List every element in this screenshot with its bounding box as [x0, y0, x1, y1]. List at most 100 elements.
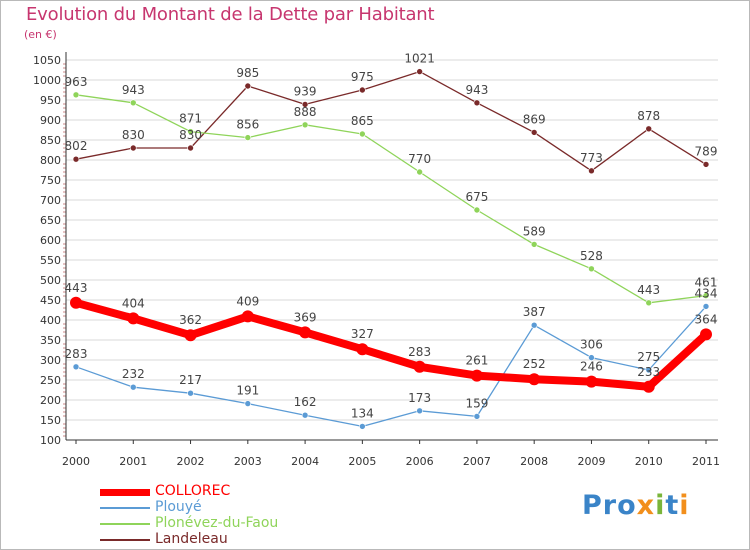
data-label: 283: [65, 347, 88, 361]
y-tick-label: 900: [40, 114, 61, 127]
data-label: 162: [294, 395, 317, 409]
data-label: 1021: [404, 52, 435, 66]
x-tick-label: 2009: [577, 455, 605, 468]
data-label: 675: [465, 190, 488, 204]
series-lines: [72, 70, 710, 428]
x-tick-label: 2011: [692, 455, 720, 468]
unit-label: (en €): [24, 28, 57, 41]
y-tick-label: 750: [40, 174, 61, 187]
axes: 100 150 200 250 300 350 400 450 500 550 600 650 700 7…: [33, 52, 720, 468]
data-label: 275: [637, 350, 660, 364]
data-point: [129, 144, 137, 152]
y-tick-label: 800: [40, 154, 61, 167]
data-label: 327: [351, 327, 374, 341]
data-point: [187, 389, 194, 397]
data-point: [301, 101, 309, 108]
data-point: [702, 292, 710, 299]
data-label: 173: [408, 391, 431, 405]
x-tick-label: 2010: [635, 455, 663, 468]
data-point: [588, 265, 595, 273]
data-label: 865: [351, 114, 374, 128]
data-label: 789: [695, 144, 718, 158]
data-label: 461: [695, 276, 718, 290]
x-tick-label: 2004: [291, 455, 319, 468]
legend-item: Plonévez-du-Faou: [100, 515, 400, 532]
data-label: 306: [580, 338, 603, 352]
legend-label: Landeleau: [155, 531, 228, 547]
y-tick-label: 1050: [33, 54, 61, 67]
data-point: [187, 128, 194, 135]
data-point: [473, 206, 481, 214]
y-tick-label: 250: [40, 374, 61, 387]
x-tick-label: 2008: [520, 455, 548, 468]
series-line-2: [75, 94, 707, 304]
legend-swatch: [100, 488, 150, 496]
data-point: [72, 155, 80, 163]
data-label: 878: [637, 109, 660, 123]
y-tick-label: 600: [40, 234, 61, 247]
data-point: [702, 161, 710, 168]
data-point: [470, 369, 483, 382]
data-labels: 443 404 362 409 369 327 283 261 252 246 233 364 283 2…: [65, 52, 718, 421]
data-label: 246: [580, 360, 603, 374]
x-tick-label: 2001: [119, 455, 147, 468]
data-point: [359, 86, 366, 94]
legend-label: COLLOREC: [155, 483, 231, 499]
data-point: [129, 99, 137, 107]
data-point: [530, 241, 538, 248]
data-label: 802: [65, 139, 88, 153]
legend-swatch: [100, 523, 150, 525]
data-label: 943: [122, 83, 145, 97]
data-label: 943: [465, 83, 488, 97]
data-label: 856: [236, 118, 259, 132]
y-tick-label: 400: [40, 314, 61, 327]
data-label: 975: [351, 70, 374, 84]
data-label: 443: [637, 283, 660, 297]
legend-swatch: [100, 507, 150, 509]
data-label: 191: [236, 384, 259, 398]
proxiti-logo: Proxiti: [582, 490, 690, 521]
data-point: [528, 373, 541, 386]
data-point: [645, 125, 653, 133]
y-tick-label: 500: [40, 274, 61, 287]
y-tick-label: 350: [40, 334, 61, 347]
data-point: [359, 423, 366, 430]
data-point: [184, 329, 197, 342]
data-label: 963: [65, 75, 88, 89]
data-point: [588, 167, 595, 175]
data-point: [645, 366, 653, 374]
data-point: [416, 168, 423, 176]
data-point: [473, 413, 481, 420]
data-label: 283: [408, 345, 431, 359]
data-point: [129, 383, 137, 391]
data-point: [530, 129, 538, 136]
data-point: [299, 326, 312, 339]
data-label: 252: [523, 357, 546, 371]
legend-swatch: [100, 539, 150, 541]
chart-title: Evolution du Montant de la Dette par Hab…: [26, 4, 435, 25]
data-label: 217: [179, 373, 202, 387]
data-point: [356, 343, 369, 356]
data-point: [413, 360, 426, 373]
data-point: [416, 68, 423, 75]
data-label: 409: [236, 294, 259, 308]
y-tick-label: 1000: [33, 74, 61, 87]
data-point: [702, 303, 710, 310]
data-point: [244, 82, 252, 90]
y-tick-label: 850: [40, 134, 61, 147]
x-tick-label: 2006: [406, 455, 434, 468]
y-tick-label: 300: [40, 354, 61, 367]
x-tick-label: 2003: [234, 455, 262, 468]
data-label: 985: [236, 66, 259, 80]
y-tick-label: 100: [40, 434, 61, 447]
data-label: 830: [179, 128, 202, 142]
data-point: [642, 380, 655, 393]
data-label: 830: [122, 128, 145, 142]
y-tick-label: 700: [40, 194, 61, 207]
data-point: [585, 375, 598, 388]
legend: COLLOREC Plouyé Plonévez-du-Faou Landeleau: [100, 483, 400, 548]
series-line-3: [75, 70, 707, 172]
data-point: [70, 296, 82, 309]
y-tick-label: 950: [40, 94, 61, 107]
